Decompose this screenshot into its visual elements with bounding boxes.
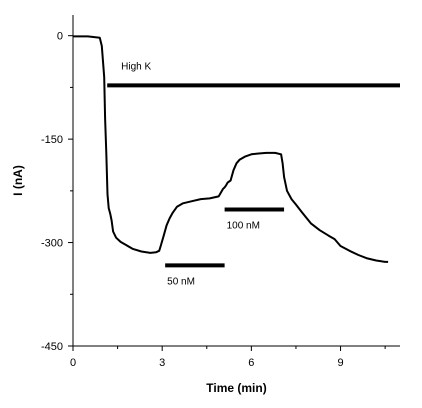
stimulus-bars bbox=[107, 83, 400, 268]
ticks: 0 3 6 9 0 -150 -300 -450 bbox=[41, 31, 386, 369]
x-tick-label: 6 bbox=[248, 357, 254, 369]
x-tick-label: 0 bbox=[70, 357, 76, 369]
y-tick-label: 0 bbox=[57, 31, 63, 43]
stimulus-bar-label: 100 nM bbox=[227, 220, 260, 231]
y-axis-label: I (nA) bbox=[11, 165, 25, 196]
x-tick-label: 3 bbox=[159, 357, 165, 369]
x-axis-label: Time (min) bbox=[206, 381, 266, 395]
stimulus-bar-label: 50 nM bbox=[167, 276, 195, 287]
y-tick-label: -300 bbox=[41, 238, 63, 250]
stimulus-bar-label: High K bbox=[121, 61, 151, 72]
y-tick-label: -450 bbox=[41, 341, 63, 353]
axes bbox=[72, 15, 400, 347]
current-trace-line bbox=[73, 35, 389, 263]
x-tick-label: 9 bbox=[337, 357, 343, 369]
series bbox=[73, 35, 389, 263]
y-tick-label: -150 bbox=[41, 134, 63, 146]
annotations: High K 50 nM 100 nM bbox=[121, 61, 260, 287]
